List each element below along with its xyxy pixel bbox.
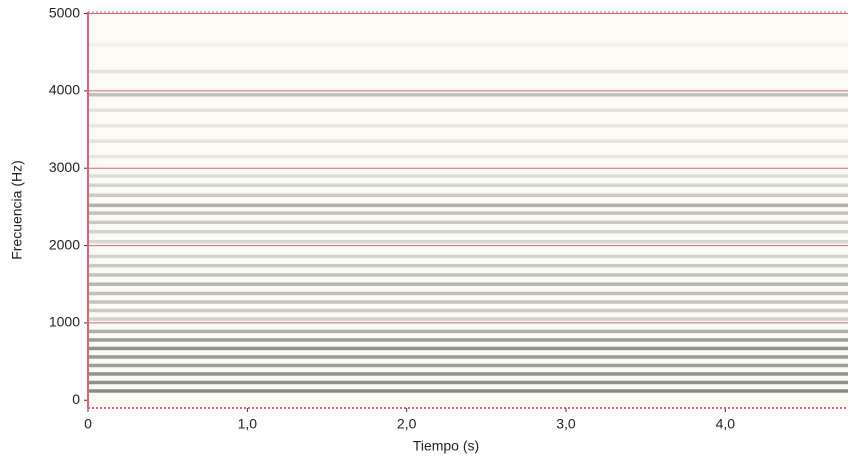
x-tick-label: 2,0 (397, 416, 417, 432)
spectral-band (88, 123, 848, 128)
spectral-band (88, 308, 848, 313)
y-tick-label: 0 (72, 391, 80, 407)
spectral-band (88, 363, 848, 368)
y-tick-label: 4000 (49, 82, 80, 98)
spectral-band (88, 69, 848, 74)
spectral-band (88, 220, 848, 225)
spectral-band (88, 346, 848, 351)
spectral-band (88, 291, 848, 296)
y-tick-label: 2000 (49, 236, 80, 252)
spectral-band (88, 229, 848, 234)
spectral-band (88, 203, 848, 208)
y-tick-label: 1000 (49, 314, 80, 330)
spectral-band (88, 263, 848, 268)
spectral-band (88, 300, 848, 304)
spectral-band (88, 139, 848, 143)
spectral-band (88, 174, 848, 178)
spectral-band (88, 108, 848, 112)
spectral-band (88, 338, 848, 342)
spectral-band (88, 273, 848, 277)
y-axis-label: Frecuencia (Hz) (9, 160, 25, 260)
x-tick-label: 4,0 (716, 416, 736, 432)
x-tick-label: 1,0 (238, 416, 258, 432)
spectral-band (88, 372, 848, 376)
plot-background (88, 12, 848, 408)
spectral-band (88, 193, 848, 198)
spectral-band (88, 239, 848, 244)
spectral-band (88, 254, 848, 259)
spectral-band (88, 93, 848, 97)
y-tick-label: 3000 (49, 159, 80, 175)
spectral-band (88, 317, 848, 321)
spectral-band (88, 282, 848, 286)
spectral-band (88, 183, 848, 187)
spectral-band (88, 154, 848, 159)
x-axis-label: Tiempo (s) (413, 438, 479, 454)
x-tick-label: 0 (84, 416, 92, 432)
spectral-band (88, 380, 848, 385)
spectral-band (88, 211, 848, 215)
spectral-band (88, 355, 848, 359)
spectral-band (88, 329, 848, 334)
x-tick-label: 3,0 (556, 416, 576, 432)
y-tick-label: 5000 (49, 4, 80, 20)
spectral-band (88, 389, 848, 393)
spectral-band (88, 42, 848, 47)
